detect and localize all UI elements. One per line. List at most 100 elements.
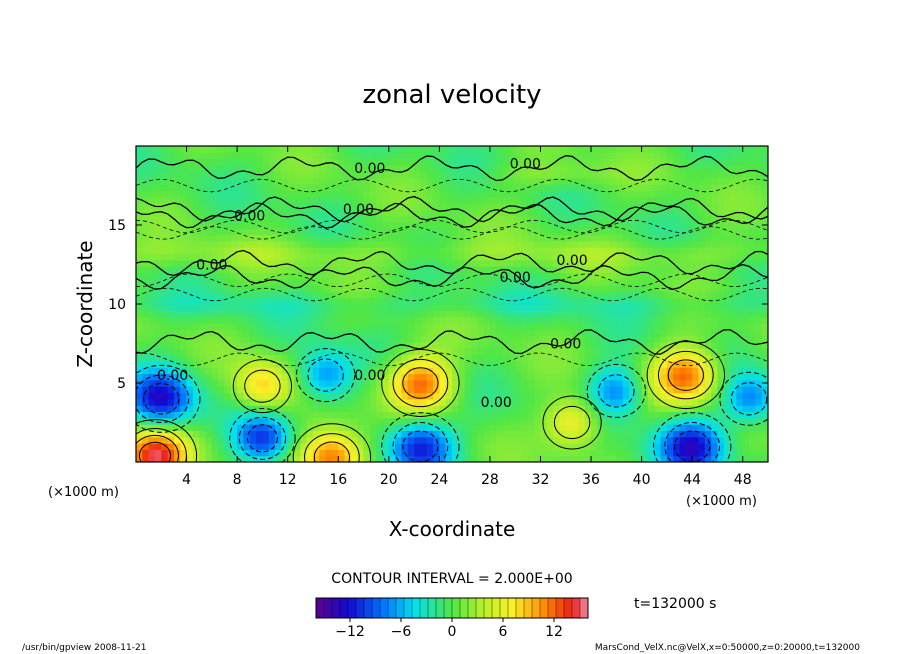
field-cell <box>540 373 548 381</box>
field-cell <box>325 146 333 153</box>
field-cell <box>477 449 485 457</box>
field-cell <box>458 373 466 381</box>
field-cell <box>685 183 693 191</box>
field-cell <box>180 417 188 425</box>
field-cell <box>452 177 459 185</box>
field-cell <box>445 190 453 198</box>
field-cell <box>489 411 497 419</box>
field-cell <box>452 430 459 438</box>
field-cell <box>357 310 365 318</box>
field-cell <box>376 202 384 210</box>
field-cell <box>414 316 421 324</box>
field-cell <box>136 392 143 400</box>
field-cell <box>439 335 447 343</box>
field-cell <box>287 209 295 217</box>
field-cell <box>647 291 655 299</box>
field-cell <box>565 304 573 311</box>
field-cell <box>641 240 649 248</box>
field-cell <box>616 190 624 198</box>
field-cell <box>331 304 339 311</box>
field-cell <box>565 436 573 444</box>
field-cell <box>357 177 365 185</box>
field-cell <box>578 158 586 166</box>
field-cell <box>452 152 459 160</box>
field-cell <box>180 411 188 419</box>
field-cell <box>148 392 156 400</box>
field-cell <box>521 417 529 425</box>
field-cell <box>338 386 346 394</box>
field-cell <box>622 221 630 229</box>
field-cell <box>521 228 529 236</box>
field-cell <box>559 443 567 450</box>
field-cell <box>294 259 301 267</box>
field-cell <box>243 291 251 299</box>
field-cell <box>597 202 605 210</box>
field-cell <box>300 424 308 431</box>
field-cell <box>565 240 573 248</box>
field-cell <box>628 405 636 413</box>
field-cell <box>306 253 314 261</box>
field-cell <box>711 430 719 438</box>
field-cell <box>237 266 245 273</box>
field-cell <box>420 202 428 210</box>
field-cell <box>237 436 245 444</box>
field-cell <box>515 278 523 286</box>
field-cell <box>584 424 592 431</box>
field-cell <box>635 291 643 299</box>
field-cell <box>515 152 523 160</box>
field-cell <box>395 310 403 318</box>
field-cell <box>597 196 605 204</box>
field-cell <box>230 291 238 299</box>
field-cell <box>167 158 175 166</box>
field-cell <box>489 221 497 229</box>
field-cell <box>388 411 396 419</box>
field-cell <box>666 335 674 343</box>
field-cell <box>628 430 636 438</box>
field-cell <box>483 443 491 450</box>
field-cell <box>420 247 428 255</box>
field-cell <box>610 417 617 425</box>
field-cell <box>723 398 731 406</box>
field-cell <box>407 348 415 356</box>
field-cell <box>287 215 295 223</box>
field-cell <box>553 417 561 425</box>
field-cell <box>521 152 529 160</box>
field-cell <box>717 335 725 343</box>
field-cell <box>622 164 630 172</box>
field-cell <box>388 266 396 273</box>
field-cell <box>603 215 611 223</box>
field-cell <box>458 234 466 242</box>
field-cell <box>578 152 586 160</box>
field-cell <box>521 379 529 387</box>
field-cell <box>205 341 213 349</box>
field-cell <box>154 164 162 172</box>
field-cell <box>470 411 478 419</box>
field-cell <box>319 158 327 166</box>
field-cell <box>546 240 554 248</box>
field-cell <box>439 266 447 273</box>
field-cell <box>508 278 516 286</box>
field-cell <box>249 354 257 362</box>
field-cell <box>344 379 352 387</box>
field-cell <box>249 304 257 311</box>
field-cell <box>508 272 516 280</box>
field-cell <box>306 430 314 438</box>
field-cell <box>161 297 169 305</box>
field-cell <box>603 424 611 431</box>
field-cell <box>534 183 542 191</box>
field-cell <box>508 285 516 292</box>
field-cell <box>369 310 377 318</box>
field-cell <box>237 285 245 292</box>
field-cell <box>673 228 681 236</box>
field-cell <box>508 449 516 457</box>
field-cell <box>666 405 674 413</box>
field-cell <box>433 443 440 450</box>
field-cell <box>508 304 516 311</box>
field-cell <box>262 266 270 273</box>
field-cell <box>281 228 289 236</box>
field-cell <box>167 449 175 457</box>
field-cell <box>660 341 668 349</box>
field-cell <box>572 322 579 330</box>
field-cell <box>262 304 270 311</box>
field-cell <box>154 443 162 450</box>
